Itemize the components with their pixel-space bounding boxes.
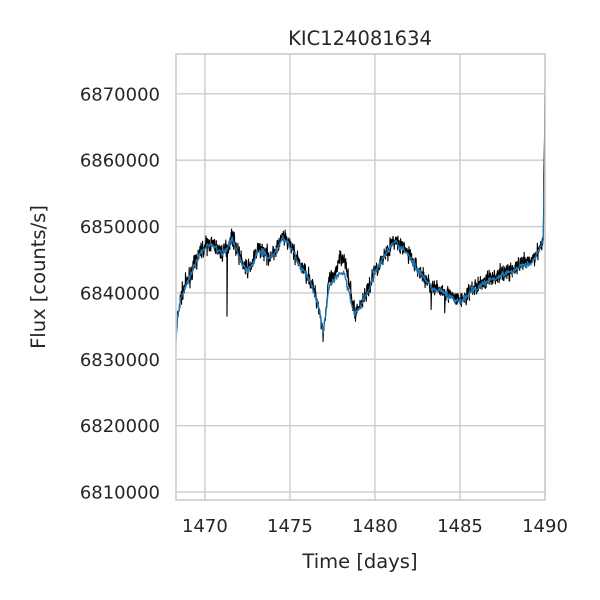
x-tick-label: 1470 bbox=[182, 516, 228, 537]
axes-frame bbox=[175, 53, 546, 501]
y-tick-label: 6840000 bbox=[80, 283, 160, 304]
x-axis-ticks: 1470 1475 1480 1485 1490 bbox=[182, 516, 568, 537]
y-tick-label: 6870000 bbox=[80, 84, 160, 105]
x-tick-label: 1480 bbox=[352, 516, 398, 537]
x-axis-label: Time [days] bbox=[301, 550, 417, 573]
y-axis-ticks: 6810000 6820000 6830000 6840000 6850000 68600… bbox=[80, 84, 160, 503]
model-flux-line bbox=[176, 160, 545, 341]
y-tick-label: 6850000 bbox=[80, 217, 160, 238]
x-tick-label: 1490 bbox=[522, 516, 568, 537]
y-tick-label: 6810000 bbox=[80, 483, 160, 504]
y-tick-label: 6830000 bbox=[80, 350, 160, 371]
y-axis-label: Flux [counts/s] bbox=[27, 205, 50, 349]
grid-lines bbox=[176, 54, 546, 500]
y-tick-label: 6820000 bbox=[80, 416, 160, 437]
x-tick-label: 1475 bbox=[267, 516, 313, 537]
chart-title: KIC124081634 bbox=[288, 27, 432, 50]
plot-area bbox=[176, 84, 545, 344]
x-tick-label: 1485 bbox=[437, 516, 483, 537]
y-tick-label: 6860000 bbox=[80, 151, 160, 172]
